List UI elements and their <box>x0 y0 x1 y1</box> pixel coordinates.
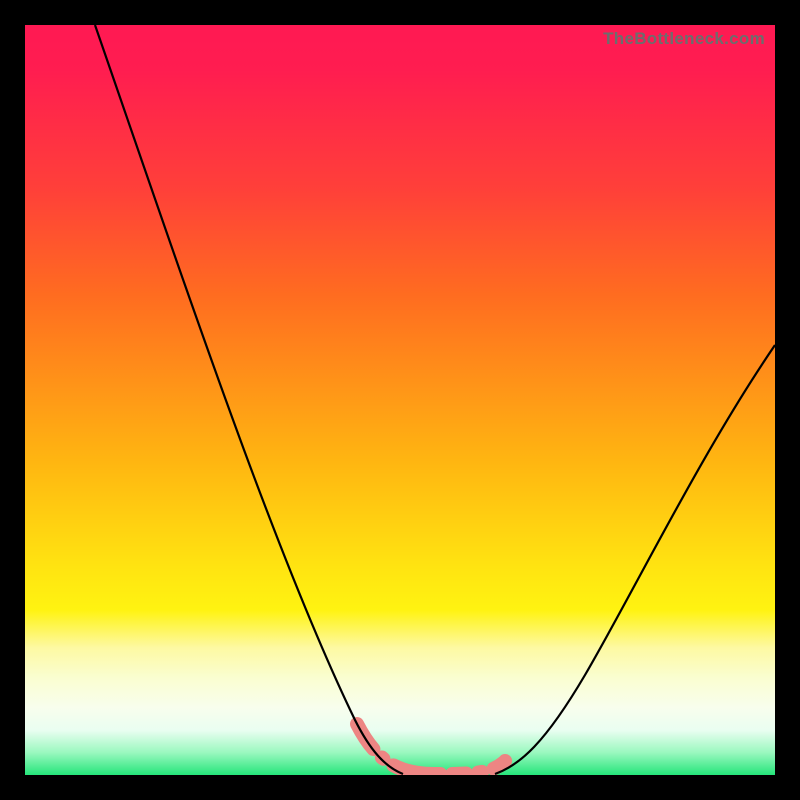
right-black-curve <box>495 345 775 774</box>
chart-frame: TheBottleneck.com <box>0 0 800 800</box>
valley-highlight <box>357 724 523 774</box>
watermark-text: TheBottleneck.com <box>603 29 765 49</box>
left-black-curve <box>95 25 403 774</box>
chart-plot-area: TheBottleneck.com <box>25 25 775 775</box>
curve-layer <box>25 25 775 775</box>
